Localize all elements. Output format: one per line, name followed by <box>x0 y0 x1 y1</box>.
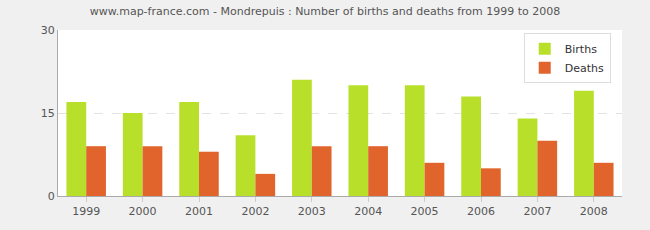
svg-text:Births: Births <box>565 43 597 56</box>
svg-text:15: 15 <box>41 107 55 120</box>
svg-text:1999: 1999 <box>72 205 100 218</box>
svg-text:2000: 2000 <box>129 205 157 218</box>
svg-text:Deaths: Deaths <box>565 62 604 75</box>
svg-text:2004: 2004 <box>354 205 382 218</box>
svg-text:www.map-france.com - Mondrepui: www.map-france.com - Mondrepuis : Number… <box>90 5 561 18</box>
svg-text:2005: 2005 <box>411 205 439 218</box>
svg-text:2001: 2001 <box>185 205 213 218</box>
svg-text:2007: 2007 <box>523 205 551 218</box>
svg-text:2006: 2006 <box>467 205 495 218</box>
svg-text:2003: 2003 <box>298 205 326 218</box>
svg-text:2008: 2008 <box>580 205 608 218</box>
svg-text:0: 0 <box>48 190 55 203</box>
svg-text:2002: 2002 <box>241 205 269 218</box>
svg-text:30: 30 <box>41 24 55 37</box>
